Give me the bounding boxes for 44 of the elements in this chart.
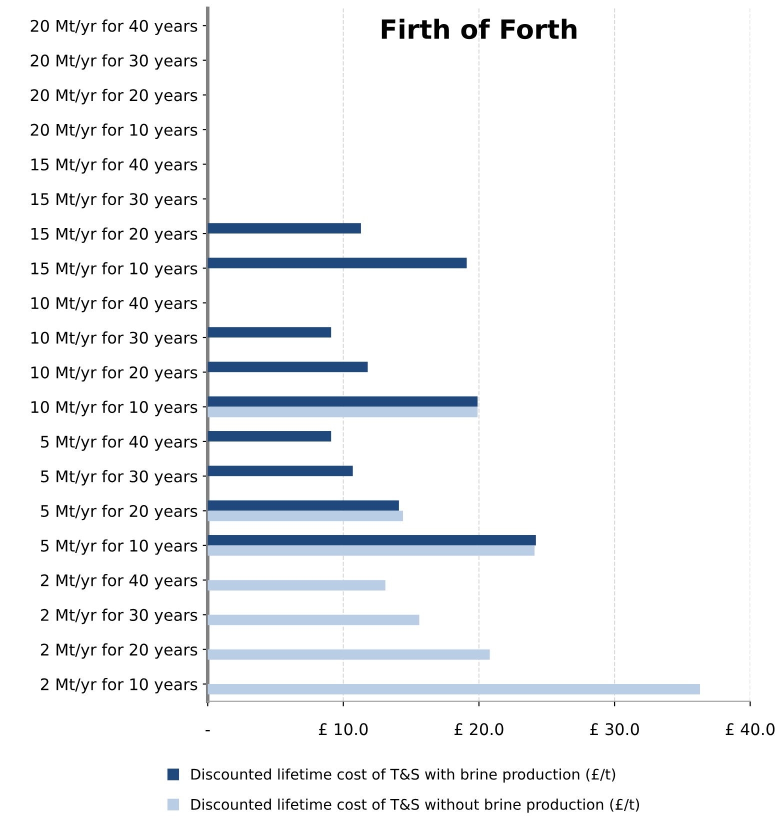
bar: [208, 396, 478, 407]
y-tick-label: 20 Mt/yr for 30 years: [30, 54, 198, 70]
bar: [208, 431, 332, 442]
x-tick-label: £ 20.0: [454, 723, 504, 736]
legend-label: Discounted lifetime cost of T&S with brine production (£/t): [191, 768, 616, 783]
y-tick-label: 15 Mt/yr for 40 years: [31, 158, 198, 174]
bar: [208, 535, 536, 546]
y-tick-label: 10 Mt/yr for 40 years: [31, 296, 198, 312]
bar: [208, 500, 399, 511]
bar: [208, 545, 535, 556]
y-tick-label: 2 Mt/yr for 30 years: [40, 608, 198, 624]
y-tick-label: 10 Mt/yr for 30 years: [31, 331, 198, 347]
chart-title: Firth of Forth: [382, 18, 576, 40]
y-tick-label: 5 Mt/yr for 40 years: [41, 435, 198, 451]
bar: [208, 580, 386, 590]
y-tick-label: 2 Mt/yr for 10 years: [40, 678, 198, 694]
bar: [208, 327, 332, 338]
y-tick-label: 5 Mt/yr for 30 years: [41, 470, 198, 486]
y-tick-label: 2 Mt/yr for 40 years: [40, 574, 198, 590]
y-tick-label: 5 Mt/yr for 20 years: [41, 504, 198, 520]
y-tick-label: 10 Mt/yr for 10 years: [31, 400, 198, 416]
bar: [208, 223, 361, 234]
bar: [208, 510, 403, 522]
y-tick-label: 15 Mt/yr for 20 years: [31, 227, 198, 243]
x-tick-label: £ 10.0: [318, 723, 368, 736]
bar: [208, 614, 420, 626]
y-tick-label: 20 Mt/yr for 40 years: [30, 20, 198, 36]
legend-label: Discounted lifetime cost of T&S without brine production (£/t): [191, 798, 640, 813]
y-tick-label: 2 Mt/yr for 20 years: [40, 643, 198, 659]
x-tick-label: £ 40.0: [726, 723, 775, 736]
x-tick-label: £ 30.0: [590, 723, 639, 736]
bar: [208, 466, 353, 476]
y-tick-label: 15 Mt/yr for 30 years: [31, 192, 198, 208]
bar: [208, 258, 467, 268]
bar: [208, 684, 700, 694]
bar: [208, 362, 368, 372]
y-tick-label: 15 Mt/yr for 10 years: [31, 262, 198, 278]
y-tick-label: 10 Mt/yr for 20 years: [31, 366, 198, 382]
x-tick-label: -: [206, 730, 210, 732]
bar: [208, 406, 478, 418]
y-tick-label: 20 Mt/yr for 20 years: [30, 88, 198, 104]
bar: [208, 649, 490, 660]
y-tick-label: 5 Mt/yr for 10 years: [41, 539, 198, 555]
y-tick-label: 20 Mt/yr for 10 years: [30, 124, 198, 139]
